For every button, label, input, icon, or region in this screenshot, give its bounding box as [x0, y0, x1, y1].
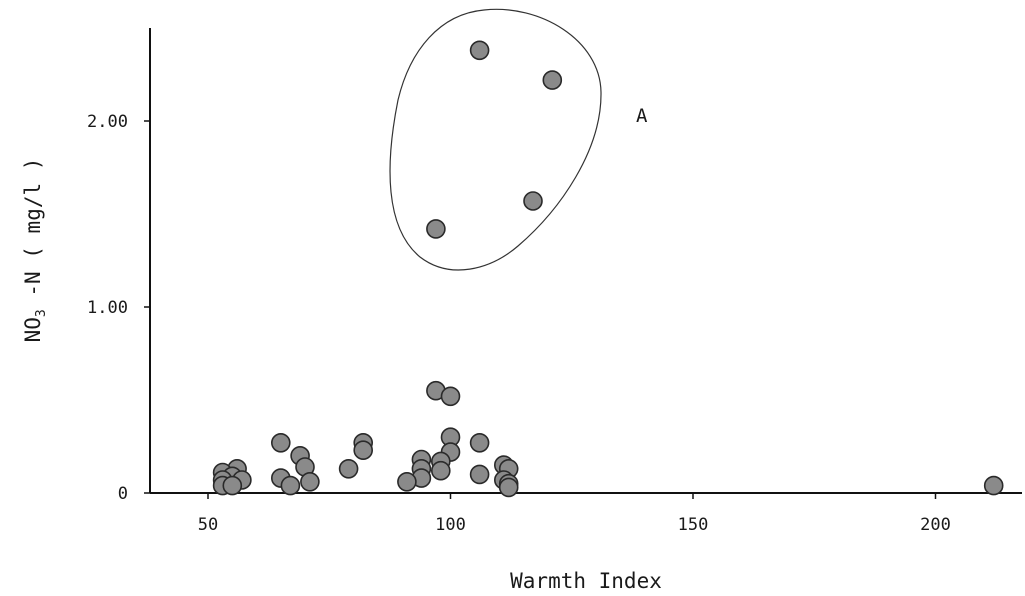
- x-axis-title: Warmth Index: [510, 569, 662, 593]
- data-point: [300, 471, 320, 492]
- data-point: [270, 432, 291, 453]
- data-point: [397, 471, 417, 492]
- y-axis-title-rest: -N ( mg/l ): [21, 158, 45, 310]
- data-point: [498, 477, 519, 498]
- y-tick-label: 2.00: [87, 112, 128, 132]
- data-point: [469, 464, 490, 485]
- y-axis-title: NO3 -N ( mg/l ): [21, 158, 49, 343]
- y-axis-title-main: NO: [21, 317, 45, 342]
- data-point: [338, 458, 359, 479]
- y-tick-label: 1.00: [87, 298, 128, 318]
- data-point: [426, 219, 446, 239]
- data-point: [469, 40, 490, 61]
- axes: [149, 28, 1022, 494]
- ticks: 50 100 150 200 0 1.00 2.00: [87, 112, 951, 535]
- x-tick-label: 200: [920, 515, 951, 535]
- data-point: [440, 386, 461, 407]
- y-tick-label: 0: [118, 484, 128, 504]
- data-point: [523, 191, 543, 211]
- annotation-group: A: [389, 8, 648, 271]
- x-tick-label: 100: [435, 515, 466, 535]
- data-points: [212, 40, 1004, 498]
- x-tick-label: 50: [198, 515, 218, 535]
- data-point: [469, 432, 490, 453]
- data-point: [353, 440, 374, 461]
- data-point: [542, 70, 563, 90]
- data-point: [222, 475, 243, 496]
- data-point: [430, 460, 451, 481]
- data-point: [280, 475, 301, 496]
- y-axis-title-subscript: 3: [34, 309, 49, 317]
- cluster-a-label: A: [636, 105, 648, 127]
- x-tick-label: 150: [678, 515, 709, 535]
- cluster-a-contour: [389, 8, 602, 271]
- data-point: [983, 475, 1004, 496]
